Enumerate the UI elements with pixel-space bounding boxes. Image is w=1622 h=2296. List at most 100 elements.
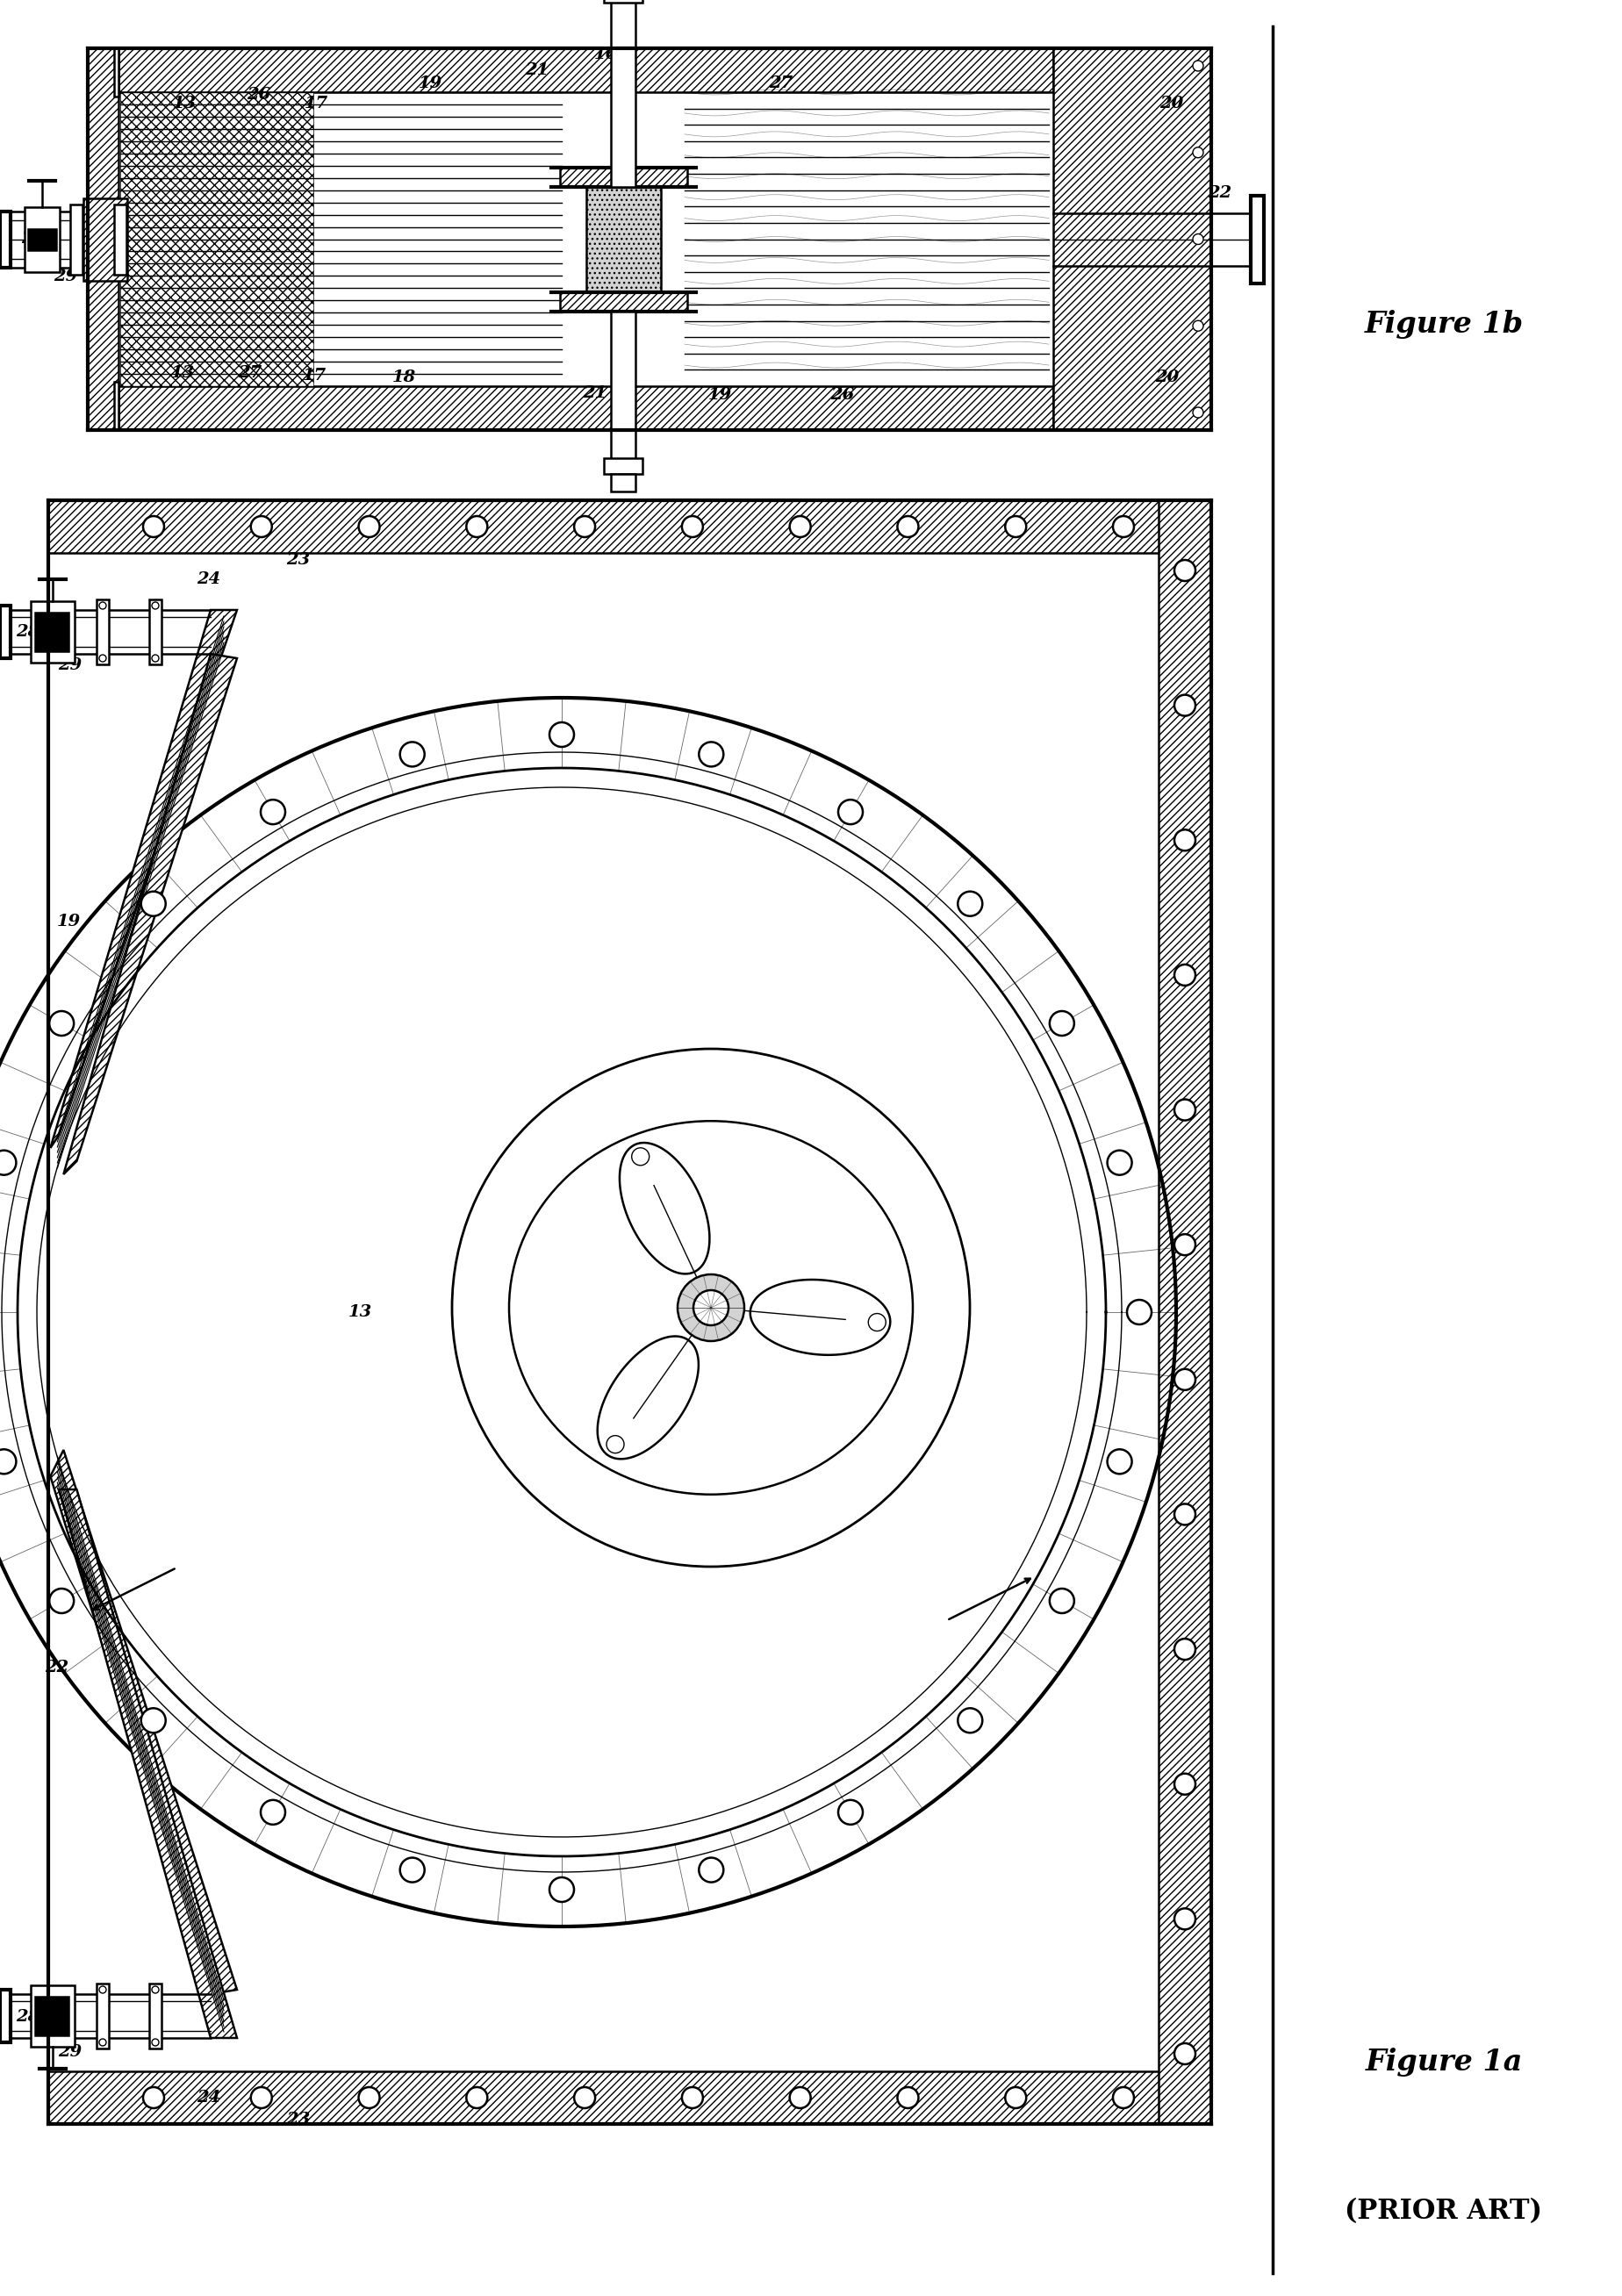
Text: 26: 26	[830, 388, 855, 402]
Circle shape	[0, 698, 1176, 1926]
Bar	[28, 230, 57, 250]
Polygon shape	[58, 1490, 237, 2039]
Bar	[586, 186, 660, 292]
Circle shape	[143, 2087, 164, 2108]
Circle shape	[99, 2039, 105, 2046]
Circle shape	[467, 517, 488, 537]
Circle shape	[99, 1986, 105, 1993]
Circle shape	[1174, 1773, 1195, 1795]
Text: Figure 1b: Figure 1b	[1364, 310, 1523, 340]
Text: 19: 19	[57, 914, 81, 930]
Bar	[114, 48, 118, 96]
Bar	[1053, 48, 1212, 429]
Polygon shape	[597, 1336, 699, 1458]
Bar	[118, 386, 1053, 429]
Circle shape	[1174, 2043, 1195, 2064]
Circle shape	[1006, 2087, 1027, 2108]
Text: 19: 19	[418, 76, 443, 92]
Bar	[97, 1984, 109, 2048]
Text: 15: 15	[633, 1428, 657, 1442]
Circle shape	[453, 1049, 970, 1566]
Text: 22: 22	[45, 1660, 70, 1676]
Text: 17: 17	[707, 1520, 732, 1536]
Circle shape	[49, 1010, 75, 1035]
Circle shape	[141, 1708, 165, 1733]
Text: 27: 27	[238, 365, 263, 381]
Text: 13: 13	[347, 1304, 371, 1320]
Circle shape	[681, 2087, 702, 2108]
Circle shape	[1127, 1300, 1152, 1325]
Text: 20: 20	[1155, 370, 1179, 386]
Circle shape	[1174, 1908, 1195, 1929]
Circle shape	[358, 2087, 380, 2108]
Bar	[1158, 501, 1212, 2124]
Circle shape	[790, 2087, 811, 2108]
Text: 19: 19	[707, 388, 732, 402]
Bar	[611, 473, 636, 491]
Text: 27: 27	[769, 76, 793, 92]
Text: 22: 22	[1208, 186, 1233, 202]
Circle shape	[1006, 517, 1027, 537]
Circle shape	[1113, 517, 1134, 537]
Bar	[0, 1991, 10, 2043]
Circle shape	[1192, 147, 1204, 158]
Bar	[611, 312, 636, 473]
Text: 14: 14	[779, 1318, 801, 1334]
Circle shape	[1192, 60, 1204, 71]
Bar	[83, 197, 127, 280]
Text: (PRIOR ART): (PRIOR ART)	[1345, 2197, 1543, 2225]
Bar	[1251, 195, 1264, 282]
Circle shape	[550, 723, 574, 746]
Bar	[118, 48, 1053, 92]
Text: 23: 23	[287, 551, 310, 567]
Circle shape	[401, 1857, 425, 1883]
Circle shape	[681, 517, 702, 537]
Circle shape	[1174, 1235, 1195, 1256]
Text: 24: 24	[196, 572, 221, 588]
Bar	[560, 168, 688, 186]
Bar	[118, 92, 1053, 386]
Circle shape	[574, 2087, 595, 2108]
Text: 28: 28	[21, 232, 45, 246]
Bar	[611, 0, 636, 186]
Bar	[97, 599, 109, 664]
Circle shape	[251, 517, 272, 537]
Polygon shape	[50, 1451, 237, 1995]
Bar	[114, 381, 118, 429]
Text: 24: 24	[196, 2089, 221, 2105]
Text: 14: 14	[624, 1511, 649, 1527]
Circle shape	[1113, 2087, 1134, 2108]
Circle shape	[839, 799, 863, 824]
Text: 17: 17	[302, 367, 326, 383]
Circle shape	[959, 1708, 983, 1733]
Text: 18: 18	[393, 370, 415, 386]
Ellipse shape	[509, 1120, 913, 1495]
Bar	[149, 599, 162, 664]
Text: 17: 17	[303, 96, 328, 113]
Circle shape	[631, 1148, 649, 1166]
Text: 29: 29	[54, 269, 78, 285]
Circle shape	[152, 602, 159, 608]
Circle shape	[1192, 406, 1204, 418]
Circle shape	[152, 654, 159, 661]
Bar	[0, 606, 10, 659]
Circle shape	[1108, 1150, 1132, 1176]
Text: 15: 15	[620, 1309, 644, 1325]
Bar	[49, 501, 1212, 553]
Circle shape	[143, 517, 164, 537]
Circle shape	[550, 1878, 574, 1901]
Circle shape	[607, 1435, 624, 1453]
Text: 16: 16	[697, 1095, 722, 1111]
Text: 18: 18	[574, 1137, 599, 1153]
Polygon shape	[620, 1143, 709, 1274]
Bar	[603, 0, 642, 2]
Text: 13: 13	[172, 96, 196, 113]
Circle shape	[1192, 234, 1204, 243]
Bar	[49, 2071, 1212, 2124]
Bar	[88, 48, 118, 429]
Circle shape	[1174, 696, 1195, 716]
Bar	[149, 1984, 162, 2048]
Bar	[114, 204, 127, 273]
Text: Figure 1a: Figure 1a	[1366, 2048, 1523, 2078]
Circle shape	[1174, 1639, 1195, 1660]
